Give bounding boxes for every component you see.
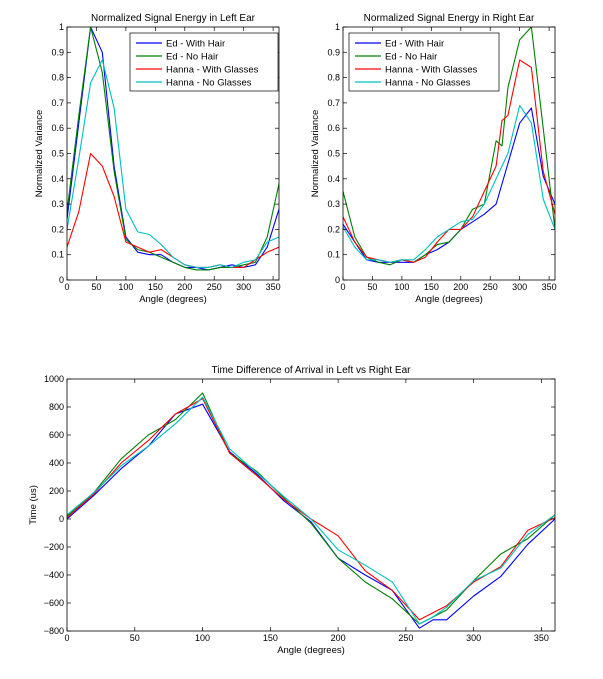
y-tick-label: −600 — [44, 598, 64, 608]
legend-label-2: Ed - No Hair — [385, 52, 437, 63]
y-tick-label: 0.2 — [327, 224, 340, 234]
x-tick-label: 0 — [64, 282, 69, 292]
legend-label-2: Ed - No Hair — [166, 52, 218, 63]
x-tick-label: 50 — [91, 282, 101, 292]
y-tick-label: 0.6 — [327, 123, 340, 133]
series-group — [343, 27, 555, 266]
y-tick-label: 0.4 — [51, 174, 64, 184]
x-axis-label: Angle (degrees) — [415, 294, 483, 305]
legend-label-4: Hanna - No Glasses — [166, 78, 252, 89]
y-tick-label: 400 — [49, 458, 64, 468]
y-tick-label: 0.3 — [327, 199, 340, 209]
y-tick-label: 0.5 — [327, 149, 340, 159]
plot-frame — [66, 378, 556, 632]
x-tick-label: 100 — [195, 633, 210, 643]
x-tick-label: 250 — [207, 282, 222, 292]
x-tick-label: 50 — [130, 633, 140, 643]
series-line-4 — [67, 396, 555, 625]
y-tick-label: 0.8 — [327, 73, 340, 83]
legend-label-1: Ed - With Hair — [166, 39, 225, 50]
series-line-4 — [343, 104, 555, 263]
x-tick-label: 350 — [542, 282, 557, 292]
y-tick-label: 0.4 — [327, 174, 340, 184]
y-tick-label: 0 — [59, 275, 64, 285]
x-tick-label: 300 — [466, 633, 481, 643]
x-tick-label: 300 — [236, 282, 251, 292]
y-tick-label: 0.1 — [327, 250, 340, 260]
x-tick-label: 100 — [394, 282, 409, 292]
y-tick-label: 600 — [49, 430, 64, 440]
series-group — [67, 392, 555, 629]
legend: Ed - With Hair Ed - No Hair Hanna - With G… — [129, 32, 279, 92]
chart-title: Time Difference of Arrival in Left vs Ri… — [212, 365, 412, 376]
series-line-1 — [67, 403, 555, 629]
y-tick-label: 800 — [49, 402, 64, 412]
y-tick-label: 1 — [59, 22, 64, 32]
y-tick-label: −800 — [44, 626, 64, 636]
legend-label-1: Ed - With Hair — [385, 39, 444, 50]
x-tick-label: 200 — [453, 282, 468, 292]
series-group — [67, 27, 279, 271]
y-tick-label: 0.9 — [327, 47, 340, 57]
series-line-2 — [67, 392, 555, 625]
series-line-3 — [67, 398, 555, 621]
y-tick-label: 1 — [335, 22, 340, 32]
y-axis-label: Normalized Variance — [34, 110, 45, 197]
x-tick-label: 350 — [266, 282, 281, 292]
y-tick-label: 0.6 — [51, 123, 64, 133]
x-tick-label: 300 — [512, 282, 527, 292]
x-tick-label: 200 — [177, 282, 192, 292]
x-tick-label: 150 — [148, 282, 163, 292]
legend-label-3: Hanna - With Glasses — [166, 65, 259, 76]
x-tick-label: 250 — [483, 282, 498, 292]
x-axis-label: Angle (degrees) — [139, 294, 207, 305]
x-tick-label: 50 — [367, 282, 377, 292]
y-axis-label: Normalized Variance — [310, 110, 321, 197]
series-line-3 — [67, 152, 279, 268]
y-tick-label: 0.1 — [51, 250, 64, 260]
y-tick-label: 0.9 — [51, 47, 64, 57]
y-tick-label: 0.2 — [51, 224, 64, 234]
legend: Ed - With Hair Ed - No Hair Hanna - With G… — [348, 32, 500, 92]
y-tick-label: 1000 — [44, 374, 64, 384]
x-tick-label: 250 — [398, 633, 413, 643]
chart-title: Normalized Signal Energy in Left Ear — [91, 13, 256, 24]
y-tick-label: 0.3 — [51, 199, 64, 209]
y-tick-label: 200 — [49, 486, 64, 496]
legend-label-4: Hanna - No Glasses — [385, 78, 471, 89]
y-tick-label: 0.8 — [51, 73, 64, 83]
series-line-4 — [67, 59, 279, 268]
left-ear-chart: Normalized Signal Energy in Left Ear 0 50 1… — [34, 13, 281, 305]
x-axis-label: Angle (degrees) — [277, 645, 345, 656]
x-tick-label: 150 — [424, 282, 439, 292]
x-tick-label: 0 — [340, 282, 345, 292]
x-tick-label: 350 — [534, 633, 549, 643]
x-tick-label: 200 — [331, 633, 346, 643]
y-tick-label: 0.7 — [51, 98, 64, 108]
series-line-2 — [67, 27, 279, 271]
x-tick-label: 150 — [263, 633, 278, 643]
chart-title: Normalized Signal Energy in Right Ear — [364, 13, 535, 24]
tdoa-chart: Time Difference of Arrival in Left vs Ri… — [28, 365, 556, 656]
y-tick-label: −400 — [44, 570, 64, 580]
series-line-1 — [343, 107, 555, 263]
x-tick-label: 0 — [64, 633, 69, 643]
y-tick-label: −200 — [44, 542, 64, 552]
y-tick-label: 0.5 — [51, 149, 64, 159]
legend-label-3: Hanna - With Glasses — [385, 65, 478, 76]
y-axis-label: Time (us) — [28, 485, 39, 525]
x-tick-label: 100 — [118, 282, 133, 292]
right-ear-chart: Normalized Signal Energy in Right Ear 0 50… — [310, 13, 557, 305]
y-tick-label: 0 — [59, 514, 64, 524]
y-tick-label: 0.7 — [327, 98, 340, 108]
y-tick-label: 0 — [335, 275, 340, 285]
series-line-2 — [343, 27, 555, 266]
